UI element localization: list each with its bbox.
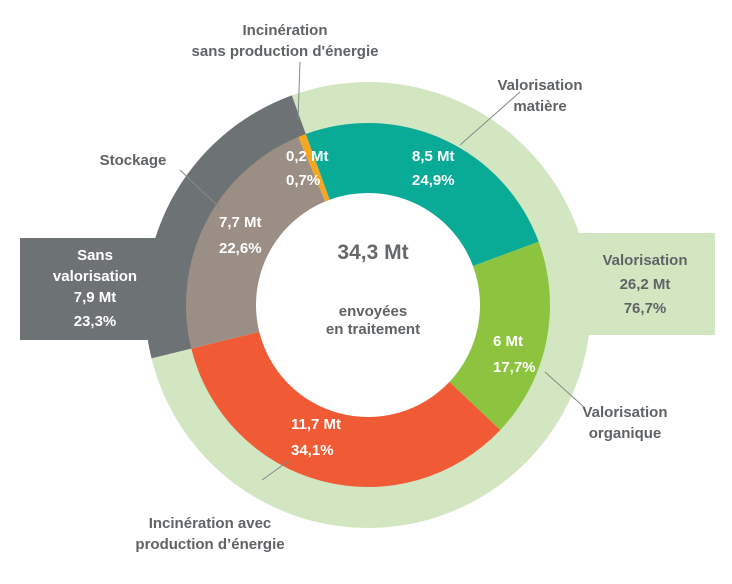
- center-total: 34,3 Mt: [337, 241, 409, 264]
- outer-slice-sans-valorisation: [145, 95, 307, 359]
- value-label: 26,2 Mt: [619, 276, 671, 293]
- label-line: Valorisation: [602, 252, 688, 269]
- label-valorisation-organique: Valorisation organique: [565, 402, 685, 444]
- value-label: 11,7 Mt: [291, 416, 342, 433]
- inner-slice-valorisation-organique: [449, 241, 550, 431]
- value-valorisation-matiere: 8,5 Mt 24,9%: [412, 145, 455, 193]
- label-line: Sans: [77, 247, 113, 264]
- label-valorisation-matiere: Valorisation matière: [480, 75, 600, 117]
- value-label: 7,9 Mt: [73, 289, 117, 306]
- inner-slice-incineration-sans: [298, 133, 330, 202]
- value-label: 7,7 Mt: [219, 214, 262, 231]
- label-line: Stockage: [99, 152, 167, 169]
- inner-slice-valorisation-matiere: [305, 123, 539, 267]
- label-line: Valorisation: [497, 77, 583, 94]
- leader-line-stockage: [179, 169, 223, 211]
- center-caption: envoyées en traitement: [298, 303, 448, 339]
- label-stockage: Stockage: [88, 150, 178, 171]
- value-incineration-sans: 0,2 Mt 0,7%: [286, 145, 329, 193]
- label-line: organique: [588, 425, 662, 442]
- percent-label: 23,3%: [73, 313, 117, 330]
- label-line: Valorisation: [582, 404, 668, 421]
- value-label: 8,5 Mt: [412, 148, 455, 165]
- percent-label: 34,1%: [291, 442, 334, 459]
- leader-line-valorisation-organique: [544, 371, 586, 409]
- outer-label-sans-valorisation: Sans valorisation 7,9 Mt 23,3%: [40, 245, 150, 332]
- inner-slice-incineration-avec: [191, 331, 501, 487]
- label-line: production d’énergie: [135, 536, 285, 553]
- leader-line-incineration-avec: [261, 459, 291, 481]
- value-label: 0,2 Mt: [286, 148, 329, 165]
- label-line: envoyées: [338, 303, 408, 320]
- percent-label: 17,7%: [493, 359, 536, 376]
- label-line: valorisation: [52, 268, 138, 285]
- label-line: sans production d'énergie: [191, 43, 379, 60]
- percent-label: 76,7%: [623, 300, 667, 317]
- inner-slice-stockage: [185, 136, 326, 349]
- label-line: Incinération: [242, 22, 328, 39]
- label-incineration-avec: Incinération avec production d’énergie: [120, 513, 300, 555]
- outer-box-sans-valorisation: [20, 238, 170, 340]
- outer-label-valorisation: Valorisation 26,2 Mt 76,7%: [590, 250, 700, 319]
- value-label: 6 Mt: [493, 333, 523, 350]
- label-incineration-sans: Incinération sans production d'énergie: [170, 20, 400, 62]
- value-incineration-avec: 11,7 Mt 34,1%: [291, 413, 341, 463]
- value-stockage: 7,7 Mt 22,6%: [219, 211, 262, 261]
- label-line: matière: [513, 98, 567, 115]
- percent-label: 24,9%: [412, 172, 455, 189]
- leader-line-valorisation-matiere: [459, 91, 521, 146]
- label-line: Incinération avec: [148, 515, 272, 532]
- percent-label: 22,6%: [219, 240, 262, 257]
- leader-line-incineration-sans: [297, 61, 301, 121]
- label-line: en traitement: [325, 321, 421, 338]
- value-valorisation-organique: 6 Mt 17,7%: [493, 330, 536, 380]
- percent-label: 0,7%: [286, 172, 321, 189]
